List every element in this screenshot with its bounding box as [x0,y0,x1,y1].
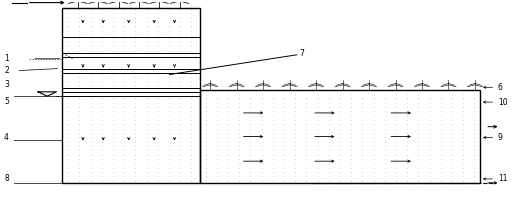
Text: 3: 3 [4,80,9,89]
Bar [200,90,480,183]
Text: 4: 4 [4,133,9,142]
Text: 2: 2 [4,66,9,75]
Text: 1: 1 [4,54,9,63]
Text: 7: 7 [300,49,304,58]
Text: 11: 11 [498,174,507,183]
Text: 6: 6 [498,83,503,92]
Text: 8: 8 [4,174,9,183]
Text: 5: 5 [4,97,9,106]
Text: 9: 9 [498,133,503,142]
Text: 10: 10 [498,98,507,107]
Bar [62,8,200,183]
